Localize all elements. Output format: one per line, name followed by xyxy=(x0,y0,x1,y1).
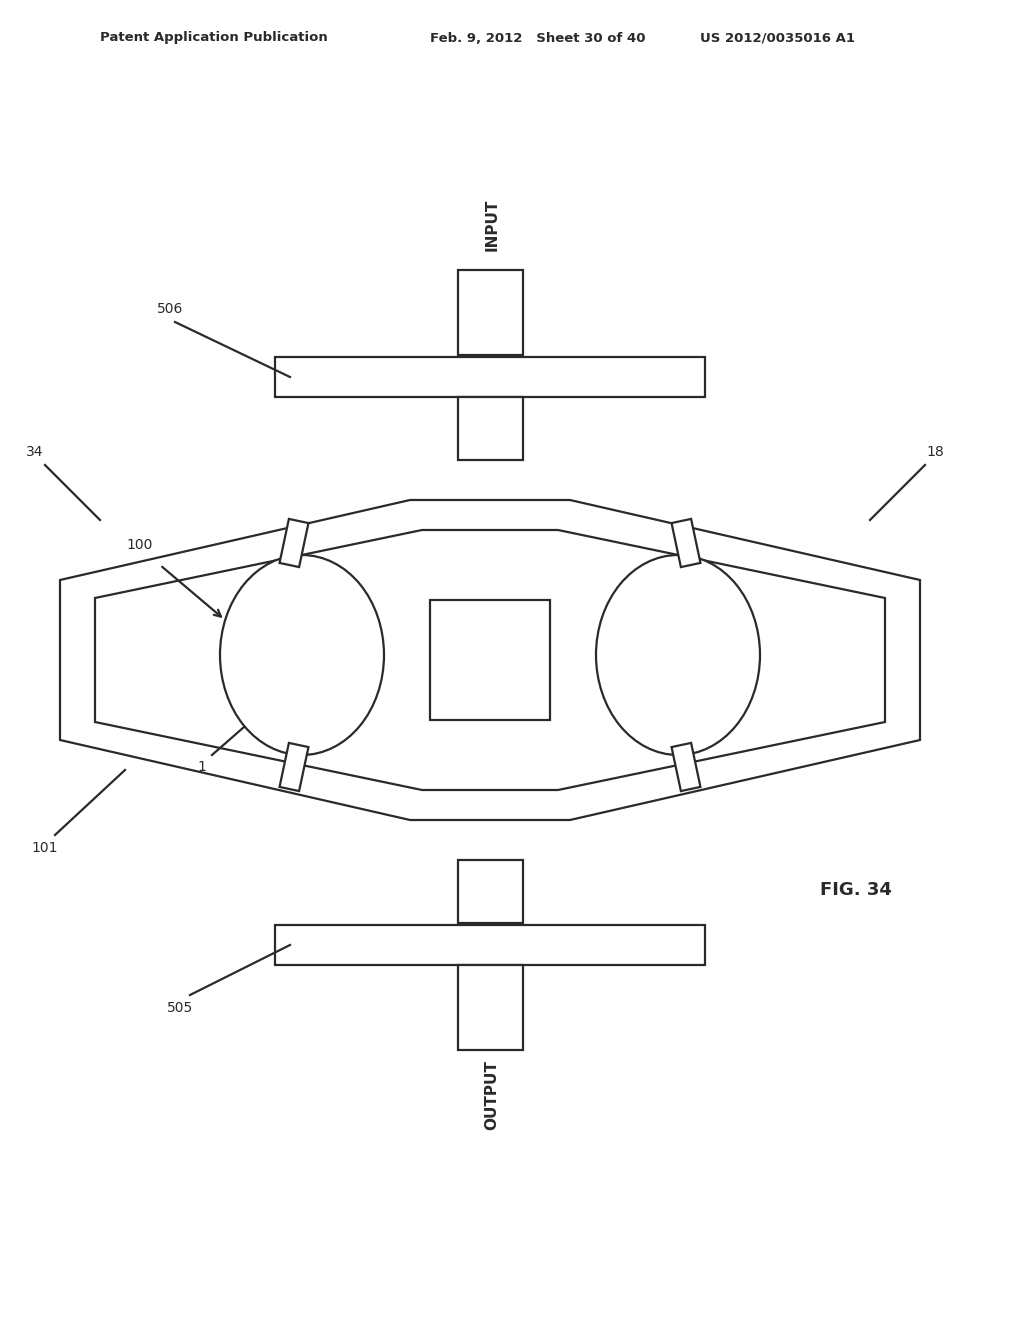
Text: Patent Application Publication: Patent Application Publication xyxy=(100,32,328,45)
Ellipse shape xyxy=(596,554,760,755)
Bar xyxy=(275,356,705,397)
Bar xyxy=(458,861,522,923)
Text: 506: 506 xyxy=(157,302,183,315)
Text: FIG. 34: FIG. 34 xyxy=(820,880,892,899)
Polygon shape xyxy=(60,500,920,820)
Bar xyxy=(458,965,522,1049)
Bar xyxy=(430,601,550,719)
Text: 34: 34 xyxy=(27,445,44,459)
Polygon shape xyxy=(280,519,308,568)
Bar xyxy=(458,271,522,355)
Text: 101: 101 xyxy=(32,841,58,855)
Polygon shape xyxy=(672,519,700,568)
Text: Feb. 9, 2012   Sheet 30 of 40: Feb. 9, 2012 Sheet 30 of 40 xyxy=(430,32,645,45)
Polygon shape xyxy=(280,743,308,791)
Text: INPUT: INPUT xyxy=(484,199,500,251)
Text: 1: 1 xyxy=(198,760,207,774)
Ellipse shape xyxy=(220,554,384,755)
Bar xyxy=(458,397,522,459)
Bar xyxy=(275,925,705,965)
Polygon shape xyxy=(672,743,700,791)
Polygon shape xyxy=(95,531,885,789)
Text: 100: 100 xyxy=(127,539,154,552)
Text: OUTPUT: OUTPUT xyxy=(484,1060,500,1130)
Text: US 2012/0035016 A1: US 2012/0035016 A1 xyxy=(700,32,855,45)
Text: 18: 18 xyxy=(926,445,944,459)
Text: 505: 505 xyxy=(167,1001,194,1015)
